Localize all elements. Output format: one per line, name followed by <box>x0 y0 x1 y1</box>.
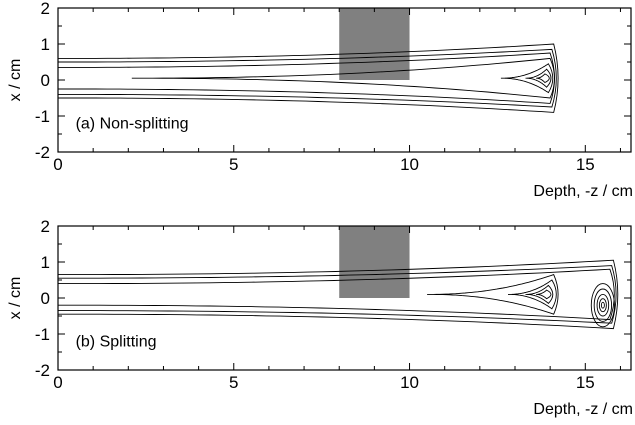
contour-line-1 <box>58 259 619 330</box>
x-tick-label: 15 <box>576 373 595 392</box>
contour-lobe-ring-3 <box>596 293 610 317</box>
panel-label: (a) Non-splitting <box>76 116 189 133</box>
contour-lobe-ring-1 <box>590 283 615 328</box>
x-tick-label: 10 <box>400 373 419 392</box>
obstacle-block <box>339 226 410 298</box>
contour-lobe-ring-2 <box>593 288 613 322</box>
x-tick-label: 0 <box>53 155 62 174</box>
y-tick-label: 2 <box>41 217 50 236</box>
contour-line-6 <box>525 284 554 305</box>
y-tick-label: 1 <box>41 253 50 272</box>
contour-line-4 <box>427 274 559 315</box>
x-tick-label: 5 <box>229 373 238 392</box>
contour-line-7 <box>536 73 550 84</box>
contour-line-5 <box>500 63 554 94</box>
y-tick-label: 1 <box>41 35 50 54</box>
x-axis-label: Depth, -z / cm <box>533 183 633 200</box>
y-tick-label: -1 <box>35 107 50 126</box>
y-tick-label: -2 <box>35 143 50 162</box>
x-tick-label: 10 <box>400 155 419 174</box>
x-tick-label: 5 <box>229 155 238 174</box>
panel-label: (b) Splitting <box>76 334 157 351</box>
contour-lobe-ring-5 <box>600 301 605 309</box>
y-tick-label: 0 <box>41 71 50 90</box>
contour-line-1 <box>58 43 559 113</box>
y-axis-label: x / cm <box>7 277 24 320</box>
contour-line-5 <box>508 279 557 310</box>
contour-line-2 <box>58 48 557 108</box>
x-tick-label: 0 <box>53 373 62 392</box>
x-axis-label: Depth, -z / cm <box>533 401 633 418</box>
contour-line-6 <box>525 68 552 88</box>
obstacle-block <box>339 8 410 80</box>
y-axis-label: x / cm <box>7 59 24 102</box>
contour-line-3 <box>58 268 615 321</box>
contour-line-2 <box>58 265 617 324</box>
y-tick-label: -2 <box>35 361 50 380</box>
x-tick-label: 15 <box>576 155 595 174</box>
contour-lobe-ring-4 <box>598 298 607 313</box>
y-tick-label: 0 <box>41 289 50 308</box>
contour-line-7 <box>536 289 552 300</box>
y-tick-label: 2 <box>41 0 50 18</box>
y-tick-label: -1 <box>35 325 50 344</box>
contour-line-4 <box>131 57 555 99</box>
